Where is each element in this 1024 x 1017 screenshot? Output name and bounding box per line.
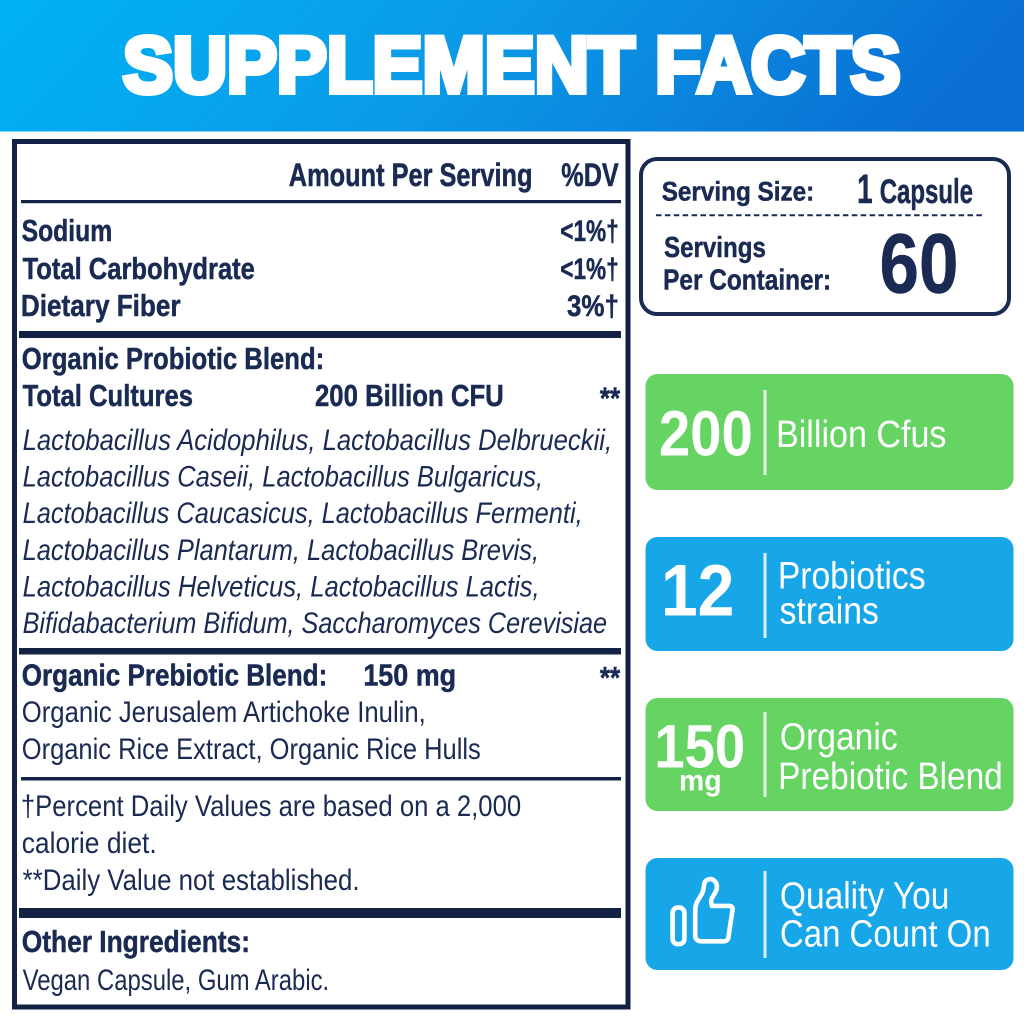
svg-text:Other Ingredients:: Other Ingredients:: [22, 925, 250, 959]
svg-text:calorie diet.: calorie diet.: [22, 825, 157, 859]
svg-text:200: 200: [659, 397, 753, 469]
svg-text:3%†: 3%†: [567, 289, 619, 322]
svg-text:Vegan Capsule, Gum Arabic.: Vegan Capsule, Gum Arabic.: [23, 962, 330, 996]
svg-text:**Daily Value not established.: **Daily Value not established.: [23, 863, 360, 896]
svg-text:Servings: Servings: [664, 231, 766, 264]
svg-text:Billion Cfus: Billion Cfus: [776, 412, 946, 455]
svg-text:Per Container:: Per Container:: [663, 264, 831, 296]
svg-text:Amount Per Serving: Amount Per Serving: [289, 158, 533, 193]
svg-text:150: 150: [654, 714, 745, 782]
svg-text:SUPPLEMENT FACTS: SUPPLEMENT FACTS: [123, 21, 901, 109]
svg-text:Lactobacillus Caseii, Lactobac: Lactobacillus Caseii, Lactobacillus Bulg…: [23, 460, 543, 493]
svg-text:Organic Prebiotic Blend:: Organic Prebiotic Blend:: [22, 658, 328, 693]
svg-text:Lactobacillus Plantarum, Lacto: Lactobacillus Plantarum, Lactobacillus B…: [23, 533, 539, 566]
svg-text:Total Carbohydrate: Total Carbohydrate: [23, 252, 255, 287]
svg-text:%DV: %DV: [561, 158, 619, 194]
svg-text:Capsule: Capsule: [880, 173, 973, 211]
svg-text:strains: strains: [780, 589, 879, 632]
svg-text:**: **: [600, 381, 621, 416]
svg-text:**: **: [600, 661, 621, 696]
svg-text:12: 12: [661, 549, 734, 631]
svg-text:Quality You: Quality You: [780, 874, 949, 916]
svg-text:mg: mg: [679, 765, 722, 798]
svg-text:Can Count On: Can Count On: [780, 912, 991, 955]
svg-text:<1%†: <1%†: [560, 252, 619, 286]
svg-text:Prebiotic Blend: Prebiotic Blend: [778, 755, 1003, 797]
svg-text:Organic Jerusalem Artichoke In: Organic Jerusalem Artichoke Inulin,: [22, 695, 426, 728]
svg-text:Organic: Organic: [780, 716, 898, 758]
svg-text:†Percent Daily Values are base: †Percent Daily Values are based on a 2,0…: [21, 789, 521, 822]
svg-text:150 mg: 150 mg: [363, 659, 456, 693]
svg-text:Sodium: Sodium: [22, 213, 113, 247]
svg-text:Serving Size:: Serving Size:: [662, 178, 815, 207]
svg-text:Organic Rice Extract, Organic: Organic Rice Extract, Organic Rice Hulls: [22, 732, 481, 765]
svg-text:Lactobacillus Caucasicus, Lact: Lactobacillus Caucasicus, Lactobacillus …: [23, 496, 583, 529]
svg-text:Dietary Fiber: Dietary Fiber: [21, 289, 181, 324]
svg-text:60: 60: [879, 216, 958, 311]
svg-text:Bifidabacterium Bifidum, Sacch: Bifidabacterium Bifidum, Saccharomyces C…: [23, 606, 607, 640]
svg-text:Organic Probiotic Blend:: Organic Probiotic Blend:: [22, 342, 324, 377]
svg-text:<1%†: <1%†: [560, 214, 619, 248]
svg-text:200 Billion CFU: 200 Billion CFU: [315, 379, 504, 414]
svg-text:Probiotics: Probiotics: [778, 554, 926, 596]
svg-text:Lactobacillus Acidophilus, Lac: Lactobacillus Acidophilus, Lactobacillus…: [23, 423, 613, 456]
svg-text:Total Cultures: Total Cultures: [23, 379, 193, 414]
svg-text:Lactobacillus Helveticus, Lact: Lactobacillus Helveticus, Lactobacillus …: [23, 570, 540, 603]
svg-text:1: 1: [857, 167, 873, 213]
